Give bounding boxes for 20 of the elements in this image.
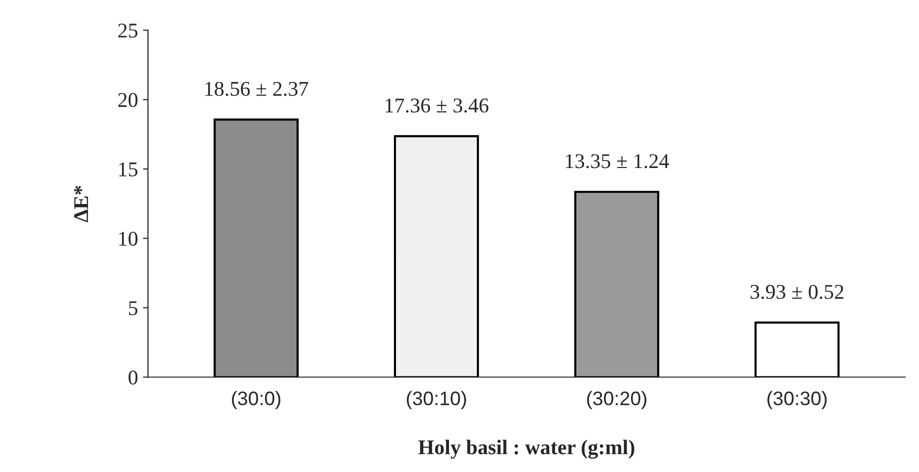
y-tick-label: 0 <box>128 370 138 385</box>
y-tick-label: 20 <box>118 92 138 108</box>
data-label: 17.36 ± 3.46 <box>386 98 488 113</box>
data-label: 18.56 ± 2.37 <box>205 82 308 96</box>
x-tick-label: (30:30) <box>767 391 827 410</box>
bar <box>214 118 299 378</box>
x-tick-label: (30:10) <box>406 391 466 410</box>
x-tick-label: (30:0) <box>232 391 280 410</box>
x-tick-label: (30:20) <box>587 391 646 410</box>
bar <box>754 322 840 378</box>
bar <box>394 135 479 378</box>
y-tick-label: 10 <box>119 232 138 246</box>
y-tick-label: 25 <box>118 24 138 38</box>
data-label: 3.93 ± 0.52 <box>750 284 844 300</box>
x-axis-title: Holy basil : water (g:ml) <box>418 440 634 459</box>
bar <box>574 190 660 378</box>
y-tick-label: 15 <box>119 162 138 176</box>
y-axis-title: ΔE* <box>74 186 88 222</box>
data-label: 13.35 ± 1.24 <box>566 154 669 168</box>
y-tick-label: 5 <box>129 301 138 316</box>
